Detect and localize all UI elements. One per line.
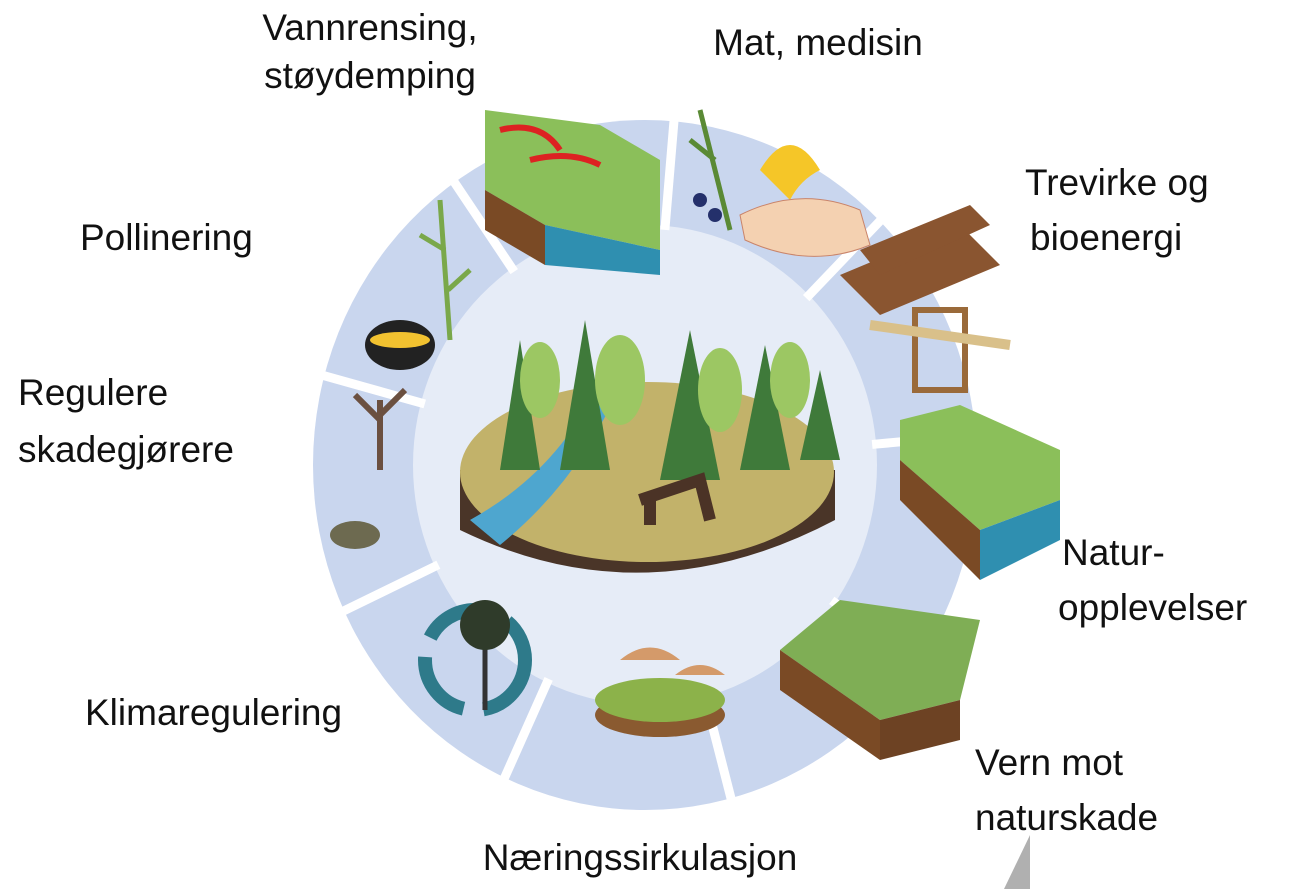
- illustrations: [330, 109, 1060, 760]
- label: Natur-: [1062, 532, 1165, 573]
- block-side: [900, 460, 980, 580]
- label: opplevelser: [1058, 587, 1247, 628]
- bumblebee-stripe: [370, 332, 430, 348]
- soil-top: [595, 678, 725, 722]
- disc-top: [460, 382, 834, 562]
- label: Mat, medisin: [713, 22, 923, 63]
- label: Næringssirkulasjon: [483, 837, 798, 878]
- mushrooms: [620, 647, 725, 675]
- mushroom: [760, 145, 820, 200]
- separator: [319, 370, 426, 409]
- label: Vannrensing,: [262, 7, 477, 48]
- block-side: [980, 500, 1060, 580]
- block-protect: [780, 600, 980, 720]
- label: støydemping: [264, 55, 476, 96]
- separator: [660, 116, 679, 231]
- separator: [498, 677, 553, 784]
- berry: [708, 208, 722, 222]
- dead-tree: [352, 387, 408, 470]
- sticks: [869, 320, 1011, 350]
- label: Pollinering: [80, 217, 253, 258]
- tree-crown: [460, 600, 510, 650]
- label: Trevirke og: [1025, 162, 1209, 203]
- separator: [802, 215, 886, 302]
- plant: [418, 199, 472, 341]
- block-water: [485, 110, 660, 250]
- label: skadegjørere: [18, 429, 234, 470]
- moose: [638, 472, 716, 525]
- arrows: [499, 124, 602, 168]
- logs: [840, 205, 1000, 315]
- plant: [688, 109, 733, 231]
- block-side: [545, 225, 660, 275]
- label: Vern mot: [975, 742, 1124, 783]
- berry: [693, 193, 707, 207]
- center-forest: [460, 320, 840, 573]
- trees-light: [520, 335, 810, 432]
- pointer-shape: [1004, 835, 1030, 889]
- separator: [338, 560, 441, 617]
- label: bioenergi: [1030, 217, 1182, 258]
- block-nature: [900, 405, 1060, 530]
- beetle: [330, 521, 380, 549]
- label: naturskade: [975, 797, 1158, 838]
- label: Regulere: [18, 372, 168, 413]
- block-side: [485, 190, 545, 265]
- labels: Vannrensing, støydemping Mat, medisin Tr…: [18, 7, 1247, 878]
- block-side: [780, 650, 880, 760]
- label: Klimaregulering: [85, 692, 342, 733]
- trees: [500, 320, 840, 480]
- separator: [448, 176, 518, 275]
- stool: [912, 307, 968, 393]
- block-side: [880, 700, 960, 760]
- map: [739, 198, 871, 257]
